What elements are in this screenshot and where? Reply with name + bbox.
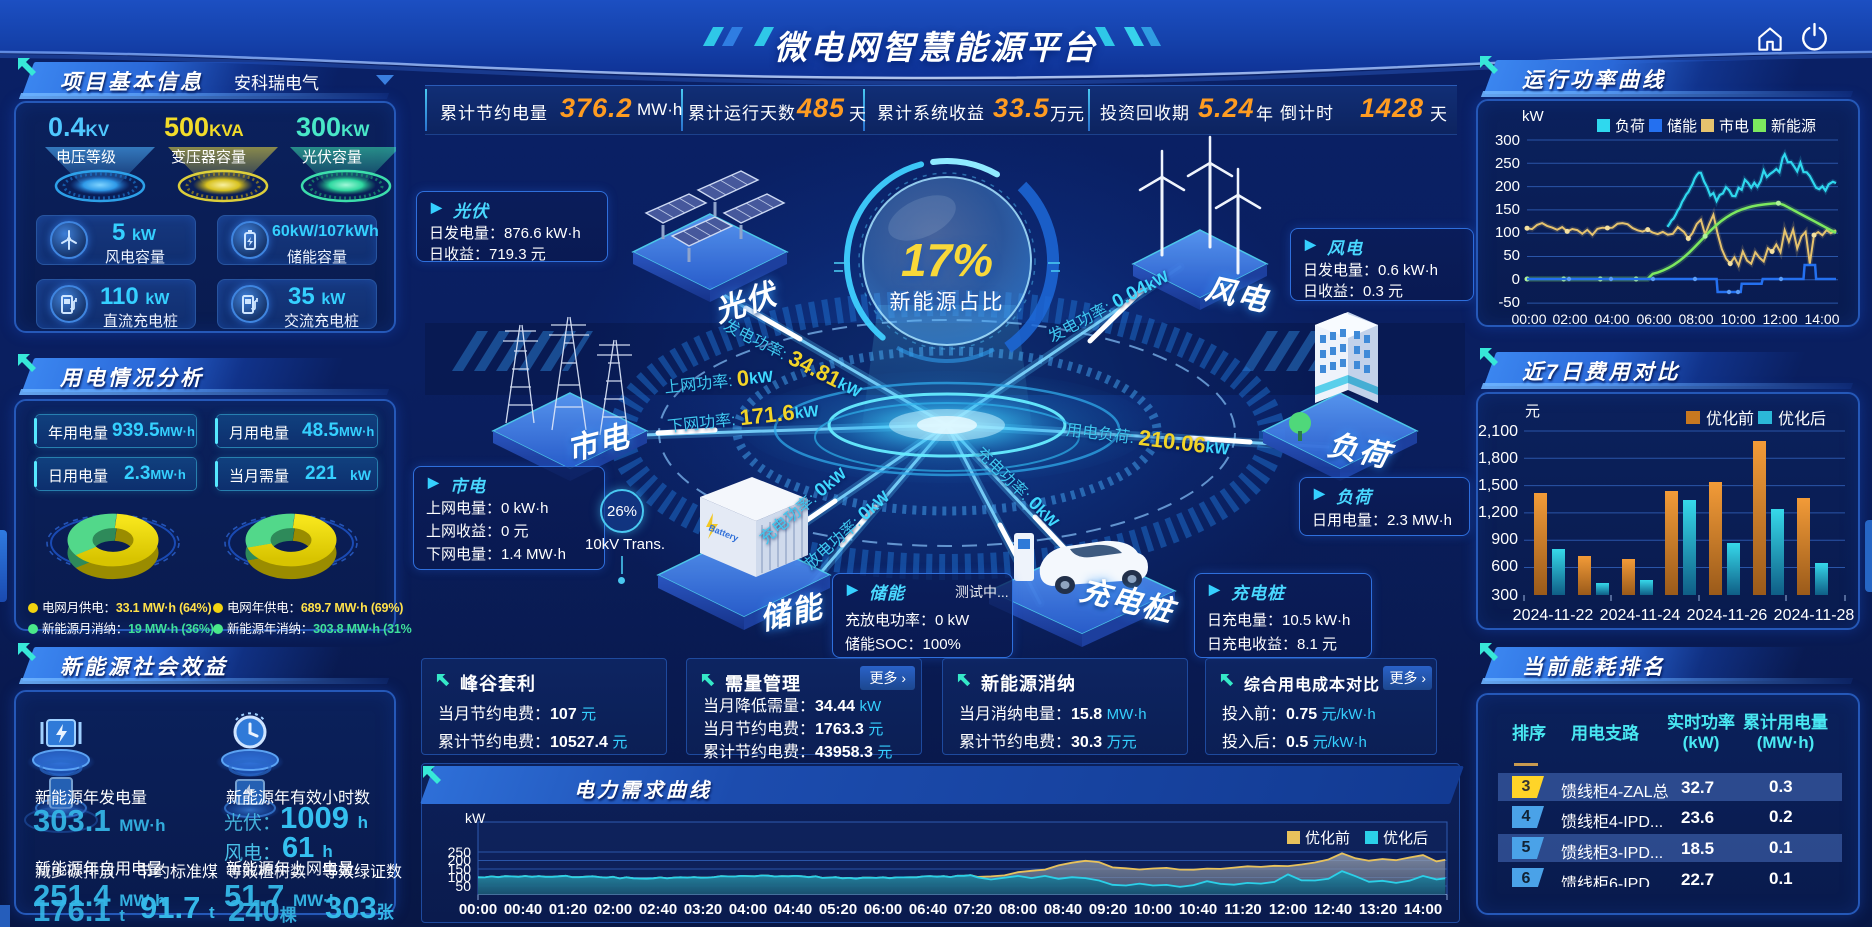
svg-text:200: 200 — [448, 852, 472, 868]
svg-text:11:20: 11:20 — [1224, 901, 1262, 918]
svg-text:04:00: 04:00 — [729, 901, 767, 918]
svg-text:150: 150 — [1495, 201, 1520, 218]
svg-text:10:00: 10:00 — [1720, 311, 1755, 327]
svg-text:2024-11-26: 2024-11-26 — [1687, 607, 1768, 624]
svg-text:05:20: 05:20 — [819, 901, 857, 918]
svg-text:02:40: 02:40 — [639, 901, 677, 918]
svg-text:13:20: 13:20 — [1359, 901, 1397, 918]
svg-text:2024-11-24: 2024-11-24 — [1600, 607, 1681, 624]
svg-text:优化后: 优化后 — [1778, 410, 1826, 428]
svg-text:优化前: 优化前 — [1305, 830, 1350, 847]
svg-text:02:00: 02:00 — [594, 901, 632, 918]
svg-text:900: 900 — [1491, 531, 1518, 548]
svg-text:新能源: 新能源 — [1771, 118, 1816, 135]
svg-text:00:00: 00:00 — [1511, 311, 1546, 327]
svg-text:50: 50 — [1503, 247, 1520, 264]
svg-text:04:40: 04:40 — [774, 901, 812, 918]
svg-text:14:00: 14:00 — [1404, 901, 1442, 918]
svg-text:100: 100 — [448, 869, 472, 885]
svg-text:12:00: 12:00 — [1269, 901, 1307, 918]
svg-text:300: 300 — [1495, 132, 1520, 149]
svg-text:14:00: 14:00 — [1804, 311, 1839, 327]
svg-text:02:00: 02:00 — [1552, 311, 1587, 327]
svg-text:06:00: 06:00 — [1636, 311, 1671, 327]
svg-text:00:00: 00:00 — [459, 901, 497, 918]
svg-text:2024-11-28: 2024-11-28 — [1774, 607, 1855, 624]
svg-text:优化后: 优化后 — [1383, 830, 1428, 847]
svg-text:150: 150 — [448, 861, 472, 877]
svg-text:1,200: 1,200 — [1478, 504, 1518, 521]
svg-text:250: 250 — [448, 844, 472, 860]
svg-text:03:20: 03:20 — [684, 901, 722, 918]
svg-text:负荷: 负荷 — [1615, 118, 1645, 135]
svg-text:06:40: 06:40 — [909, 901, 947, 918]
svg-text:元: 元 — [1525, 403, 1540, 420]
svg-text:优化前: 优化前 — [1706, 410, 1754, 428]
svg-text:10:00: 10:00 — [1134, 901, 1172, 918]
svg-text:2024-11-22: 2024-11-22 — [1513, 607, 1594, 624]
svg-text:kW: kW — [1522, 108, 1545, 125]
svg-text:04:00: 04:00 — [1594, 311, 1629, 327]
svg-text:07:20: 07:20 — [954, 901, 992, 918]
svg-text:600: 600 — [1491, 558, 1518, 575]
svg-text:1,500: 1,500 — [1478, 477, 1518, 494]
svg-text:09:20: 09:20 — [1089, 901, 1127, 918]
svg-text:50: 50 — [455, 878, 471, 894]
svg-text:08:00: 08:00 — [1678, 311, 1713, 327]
svg-text:2,100: 2,100 — [1478, 423, 1518, 440]
svg-text:300: 300 — [1491, 587, 1518, 604]
svg-text:10:40: 10:40 — [1179, 901, 1217, 918]
svg-text:01:20: 01:20 — [549, 901, 587, 918]
svg-text:200: 200 — [1495, 178, 1520, 195]
svg-text:1,800: 1,800 — [1478, 450, 1518, 467]
svg-text:250: 250 — [1495, 155, 1520, 172]
svg-text:00:40: 00:40 — [504, 901, 542, 918]
svg-text:市电: 市电 — [1719, 118, 1749, 135]
svg-text:0: 0 — [1512, 271, 1520, 288]
svg-text:08:00: 08:00 — [999, 901, 1037, 918]
svg-text:12:40: 12:40 — [1314, 901, 1352, 918]
svg-text:06:00: 06:00 — [864, 901, 902, 918]
svg-text:kW: kW — [465, 810, 486, 826]
svg-text:储能: 储能 — [1667, 118, 1697, 135]
svg-text:08:40: 08:40 — [1044, 901, 1082, 918]
svg-text:100: 100 — [1495, 224, 1520, 241]
svg-text:-50: -50 — [1498, 294, 1520, 311]
svg-text:12:00: 12:00 — [1762, 311, 1797, 327]
